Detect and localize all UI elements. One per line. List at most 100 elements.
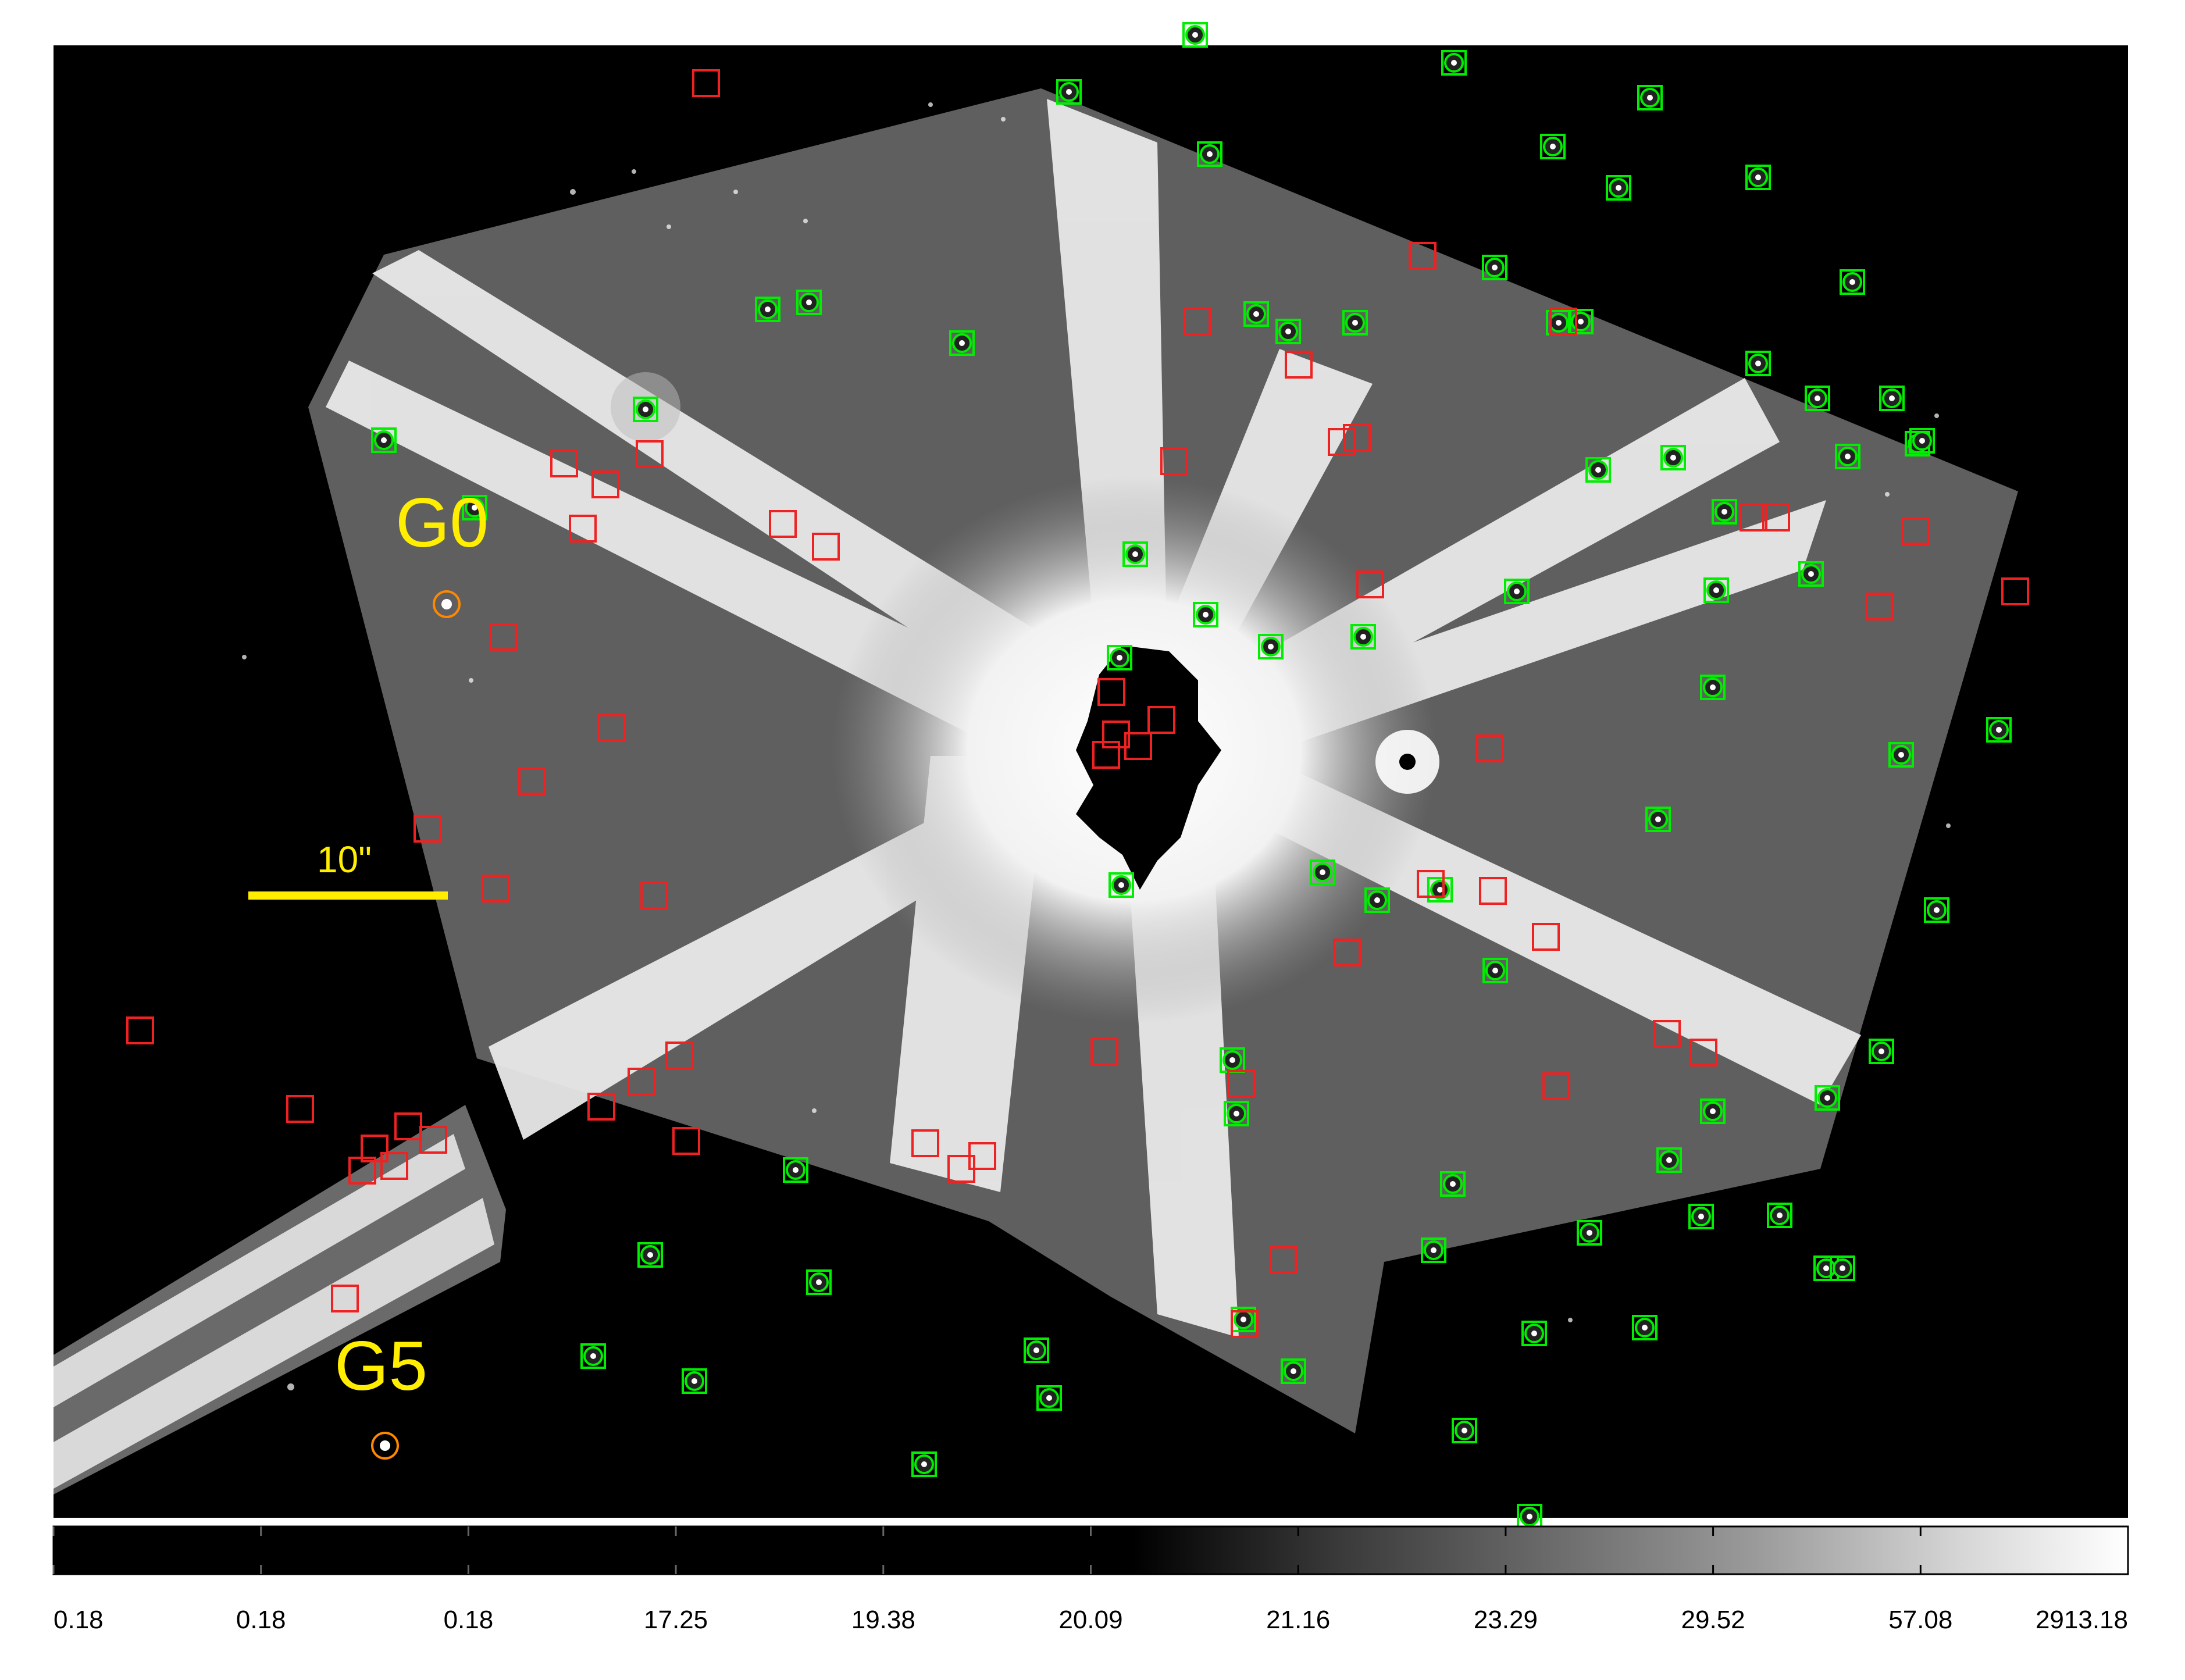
red-source-marker	[489, 623, 517, 651]
green-source-marker	[1441, 50, 1467, 76]
green-source-marker	[1482, 255, 1507, 280]
colorbar-tick-label: 0.18	[236, 1606, 286, 1634]
label-g5: G5	[334, 1327, 427, 1405]
green-source-marker	[1645, 807, 1671, 832]
green-source-marker	[1107, 645, 1132, 670]
red-square-markers	[126, 69, 2029, 1338]
green-source-marker	[371, 427, 397, 453]
colorbar-tick-label: 17.25	[644, 1606, 708, 1634]
green-source-marker	[1700, 675, 1726, 700]
green-source-marker	[1585, 457, 1611, 483]
red-source-marker	[1090, 1037, 1118, 1065]
red-source-marker	[692, 69, 720, 97]
red-source-marker	[1124, 732, 1152, 760]
red-source-marker	[1409, 242, 1437, 270]
green-circle-markers	[371, 22, 2012, 1529]
green-source-marker	[1637, 85, 1663, 110]
red-source-marker	[414, 815, 441, 843]
colorbar-tick-label: 0.18	[54, 1606, 104, 1634]
colorbar-tick-label: 2913.18	[2036, 1606, 2128, 1634]
green-source-marker	[1440, 1171, 1466, 1197]
colorbar-tick-label: 29.52	[1681, 1606, 1745, 1634]
green-source-marker	[1108, 872, 1134, 898]
green-source-marker	[462, 495, 487, 520]
green-source-marker	[949, 330, 975, 356]
red-source-marker	[1902, 517, 1930, 545]
green-source-marker	[1122, 541, 1148, 567]
red-source-marker	[587, 1093, 615, 1121]
red-source-marker	[1532, 923, 1560, 951]
green-source-marker	[1310, 859, 1335, 885]
field-stars	[242, 102, 1951, 1390]
green-source-marker	[1364, 887, 1390, 913]
green-source-marker	[1275, 319, 1301, 344]
green-source-marker	[796, 290, 822, 315]
red-source-marker	[1479, 877, 1507, 905]
green-source-marker	[1745, 165, 1771, 190]
green-source-marker	[1924, 897, 1949, 923]
colorbar-tick-label: 20.09	[1058, 1606, 1122, 1634]
red-source-marker	[665, 1041, 693, 1069]
red-source-marker	[1328, 428, 1356, 456]
red-source-marker	[1653, 1020, 1681, 1048]
red-source-marker	[672, 1127, 700, 1155]
red-source-marker	[380, 1152, 408, 1180]
green-source-marker	[1504, 579, 1530, 604]
red-source-marker	[331, 1285, 359, 1312]
red-source-marker	[1231, 1310, 1259, 1338]
red-source-marker	[591, 470, 619, 498]
green-source-marker	[1197, 141, 1222, 167]
red-source-marker	[2001, 577, 2029, 605]
green-source-marker	[1835, 444, 1860, 469]
red-source-marker	[1183, 308, 1211, 336]
red-source-marker	[1092, 741, 1120, 769]
red-source-marker	[1542, 1072, 1570, 1100]
red-source-marker	[348, 1157, 376, 1185]
red-source-marker	[482, 875, 509, 903]
green-source-marker	[755, 297, 780, 322]
green-source-marker	[1986, 717, 2012, 743]
green-source-marker	[1815, 1085, 1840, 1111]
green-source-marker	[1632, 1315, 1658, 1340]
red-source-marker	[550, 450, 578, 477]
red-source-marker	[1549, 308, 1577, 336]
red-source-marker	[1097, 678, 1125, 706]
green-source-marker	[806, 1269, 832, 1295]
red-source-marker	[636, 440, 664, 468]
red-source-marker	[597, 714, 625, 742]
red-source-marker	[1865, 593, 1893, 620]
red-source-marker	[1417, 870, 1445, 898]
red-source-marker	[911, 1129, 939, 1157]
green-source-marker	[637, 1242, 663, 1268]
green-source-marker	[1805, 386, 1830, 411]
red-source-marker	[286, 1095, 314, 1123]
green-source-marker	[1840, 269, 1865, 295]
green-source-marker	[1909, 428, 1935, 454]
saturated-core-mask	[1076, 645, 1221, 890]
red-source-marker	[812, 533, 840, 561]
green-source-marker	[1798, 561, 1824, 587]
green-source-marker	[1712, 499, 1737, 525]
colorbar-tick-label: 21.16	[1266, 1606, 1330, 1634]
green-source-marker	[1606, 175, 1631, 201]
green-source-marker	[1688, 1204, 1714, 1229]
green-source-marker	[1224, 1101, 1249, 1126]
green-source-marker	[1036, 1385, 1062, 1411]
green-source-marker	[1767, 1203, 1792, 1228]
red-source-marker	[1160, 447, 1188, 475]
red-source-marker	[640, 882, 668, 909]
red-source-marker	[1740, 504, 1767, 532]
colorbar-tick-labels: 0.18 0.18 0.18 17.25 19.38 20.09 21.16 23.29 29.…	[54, 1606, 2128, 1634]
green-source-marker	[633, 397, 658, 422]
green-source-marker	[1220, 1047, 1245, 1073]
lower-left-stripes	[54, 1134, 494, 1489]
red-source-marker	[1343, 424, 1371, 452]
green-source-marker	[1482, 958, 1508, 983]
green-source-marker	[1024, 1337, 1049, 1363]
green-source-marker	[1517, 1504, 1542, 1529]
red-source-marker	[1227, 1070, 1255, 1098]
green-source-marker	[1830, 1255, 1855, 1281]
green-source-marker	[1342, 310, 1368, 336]
green-source-marker	[1656, 1147, 1682, 1173]
